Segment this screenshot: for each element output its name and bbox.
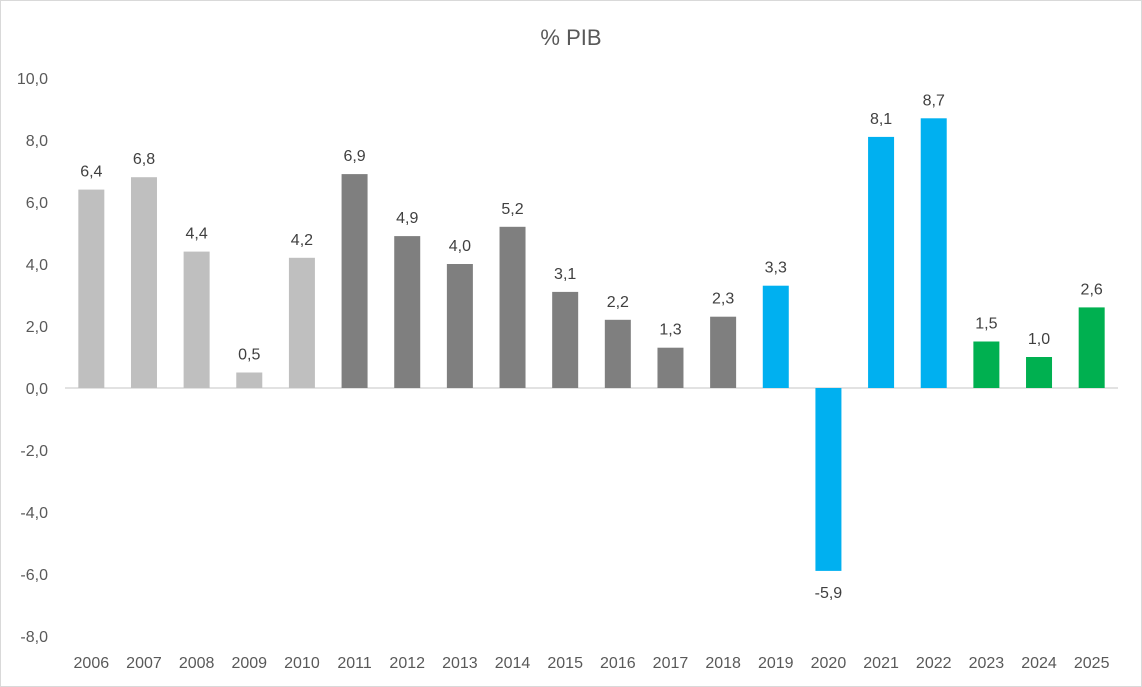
data-label-2024: 1,0 — [1028, 331, 1050, 348]
data-label-2010: 4,2 — [291, 232, 313, 249]
x-tick-label-2016: 2016 — [600, 655, 636, 672]
data-label-2023: 1,5 — [975, 316, 997, 333]
data-label-2008: 4,4 — [186, 226, 208, 243]
y-tick-label: 2,0 — [26, 319, 48, 336]
y-tick-label: -8,0 — [20, 629, 48, 646]
y-tick-label: 6,0 — [26, 195, 48, 212]
data-labels: 6,4 6,8 4,4 0,5 4,2 6,9 4,9 4,0 5,2 3,1 2,2 1,3 2,3 3… — [80, 92, 1103, 602]
y-tick-label: 10,0 — [17, 71, 48, 88]
data-label-2011: 6,9 — [343, 148, 365, 165]
x-tick-label-2022: 2022 — [916, 655, 952, 672]
x-tick-label-2017: 2017 — [653, 655, 689, 672]
x-tick-label-2018: 2018 — [705, 655, 741, 672]
x-tick-label-2015: 2015 — [547, 655, 583, 672]
x-tick-label-2006: 2006 — [74, 655, 110, 672]
bar-2016 — [604, 319, 631, 388]
bar-2020 — [815, 388, 842, 571]
x-tick-label-2009: 2009 — [231, 655, 267, 672]
bar-2014 — [499, 226, 526, 388]
y-tick-label: 8,0 — [26, 133, 48, 150]
bar-2009 — [236, 372, 263, 388]
data-label-2006: 6,4 — [80, 164, 102, 181]
bar-2017 — [657, 347, 684, 388]
data-label-2015: 3,1 — [554, 266, 576, 283]
data-label-2007: 6,8 — [133, 151, 155, 168]
x-tick-label-2014: 2014 — [495, 655, 531, 672]
bar-2022 — [920, 118, 947, 389]
bar-2024 — [1026, 357, 1053, 388]
data-label-2014: 5,2 — [501, 201, 523, 218]
bar-2018 — [710, 316, 737, 388]
bar-2008 — [183, 251, 210, 388]
data-label-2022: 8,7 — [923, 92, 945, 109]
bar-2007 — [130, 177, 157, 388]
data-label-2009: 0,5 — [238, 347, 260, 364]
x-tick-label-2024: 2024 — [1021, 655, 1057, 672]
bar-2011 — [341, 174, 368, 388]
data-label-2013: 4,0 — [449, 238, 471, 255]
data-label-2012: 4,9 — [396, 210, 418, 227]
bar-2021 — [868, 136, 895, 388]
x-tick-label-2013: 2013 — [442, 655, 478, 672]
data-label-2020: -5,9 — [815, 585, 843, 602]
bars — [78, 118, 1105, 571]
data-label-2025: 2,6 — [1081, 281, 1103, 298]
x-tick-label-2008: 2008 — [179, 655, 215, 672]
data-label-2017: 1,3 — [659, 322, 681, 339]
x-tick-label-2011: 2011 — [337, 655, 372, 672]
x-tick-label-2020: 2020 — [811, 655, 847, 672]
y-tick-label: 0,0 — [26, 381, 48, 398]
bar-2015 — [552, 291, 579, 388]
data-label-2019: 3,3 — [765, 260, 787, 277]
y-axis-tick-labels: 10,0 8,0 6,0 4,0 2,0 0,0 -2,0 -4,0 -6,0 -8,0 — [17, 71, 48, 646]
y-tick-label: -2,0 — [20, 443, 48, 460]
bar-2012 — [394, 236, 421, 388]
data-label-2021: 8,1 — [870, 111, 892, 128]
x-tick-label-2025: 2025 — [1074, 655, 1110, 672]
x-tick-label-2010: 2010 — [284, 655, 320, 672]
x-axis-tick-labels: 2006 2007 2008 2009 2010 2011 2012 2013 2014 2015… — [74, 655, 1110, 672]
bar-2023 — [973, 341, 1000, 388]
x-tick-label-2019: 2019 — [758, 655, 794, 672]
bar-2025 — [1078, 307, 1105, 388]
bar-2013 — [446, 264, 473, 388]
chart-title: % PIB — [540, 25, 601, 50]
x-tick-label-2023: 2023 — [969, 655, 1005, 672]
x-tick-label-2012: 2012 — [389, 655, 425, 672]
x-tick-label-2007: 2007 — [126, 655, 162, 672]
y-tick-label: -6,0 — [20, 567, 48, 584]
x-tick-label-2021: 2021 — [863, 655, 899, 672]
y-tick-label: 4,0 — [26, 257, 48, 274]
bar-2010 — [288, 257, 315, 388]
y-tick-label: -4,0 — [20, 505, 48, 522]
bar-2019 — [762, 285, 789, 388]
data-label-2018: 2,3 — [712, 291, 734, 308]
bar-2006 — [78, 189, 105, 388]
data-label-2016: 2,2 — [607, 294, 629, 311]
